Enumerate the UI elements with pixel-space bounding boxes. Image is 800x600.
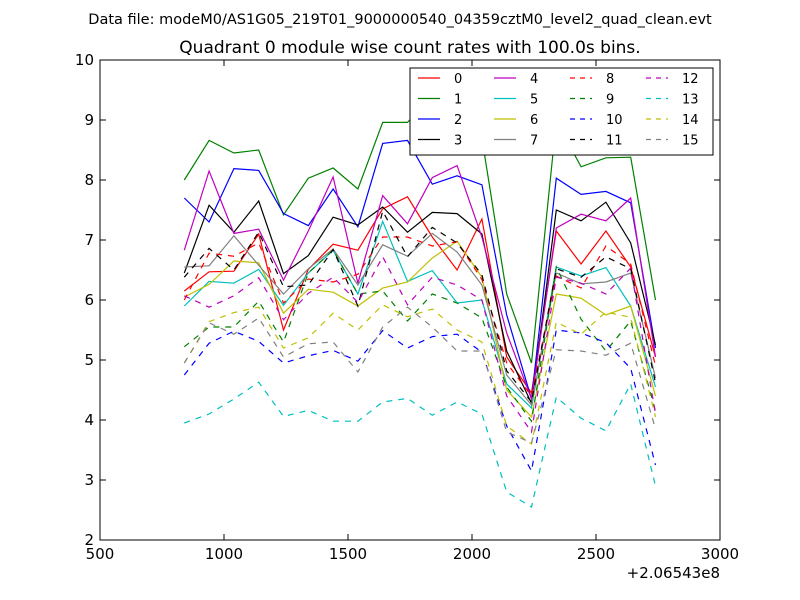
series-line-6 xyxy=(184,240,657,419)
x-tick-label: 1500 xyxy=(329,545,367,563)
series-line-2 xyxy=(183,139,657,400)
y-tick-label: 2 xyxy=(84,531,94,549)
series-line-0 xyxy=(183,196,657,395)
series-line-10 xyxy=(183,329,657,473)
legend-label-13: 13 xyxy=(682,93,699,108)
chart-title: Quadrant 0 module wise count rates with … xyxy=(179,38,640,58)
legend-label-4: 4 xyxy=(530,72,538,87)
x-tick-label: 2000 xyxy=(453,545,491,563)
y-tick-label: 4 xyxy=(84,411,94,429)
y-tick-label: 6 xyxy=(84,291,94,309)
series-line-14 xyxy=(183,304,657,446)
series-line-8 xyxy=(183,236,657,398)
series-line-4 xyxy=(183,164,657,400)
x-offset-label: +2.06543e8 xyxy=(627,564,720,582)
legend-label-15: 15 xyxy=(682,134,699,149)
legend-label-6: 6 xyxy=(530,113,538,128)
series-line-15 xyxy=(183,306,657,444)
legend-label-14: 14 xyxy=(682,113,699,128)
legend-label-11: 11 xyxy=(606,134,623,149)
series-layer xyxy=(183,95,657,508)
x-tick-label: 500 xyxy=(86,545,115,563)
legend-label-9: 9 xyxy=(606,93,614,108)
chart-suptitle: Data file: modeM0/AS1G05_219T01_90000005… xyxy=(88,12,712,28)
legend-label-3: 3 xyxy=(454,134,462,149)
x-tick-label: 1000 xyxy=(205,545,243,563)
x-tick-label: 3000 xyxy=(701,545,739,563)
y-tick-label: 10 xyxy=(75,51,94,69)
legend-label-2: 2 xyxy=(454,113,462,128)
legend-box xyxy=(409,67,714,156)
y-tick-label: 5 xyxy=(84,351,94,369)
legend-label-1: 1 xyxy=(454,93,462,108)
legend-label-10: 10 xyxy=(606,113,623,128)
y-tick-label: 8 xyxy=(84,171,94,189)
legend-label-0: 0 xyxy=(454,72,462,87)
x-tick-label: 2500 xyxy=(577,545,615,563)
series-line-13 xyxy=(184,381,657,508)
y-tick-label: 9 xyxy=(84,111,94,129)
legend-label-5: 5 xyxy=(530,93,538,108)
legend-label-12: 12 xyxy=(682,72,699,87)
legend-label-8: 8 xyxy=(606,72,614,87)
series-line-5 xyxy=(183,219,657,410)
series-line-7 xyxy=(184,232,657,407)
series-line-9 xyxy=(183,249,657,423)
y-tick-label: 3 xyxy=(84,471,94,489)
y-tick-label: 7 xyxy=(84,231,94,249)
series-line-3 xyxy=(183,199,657,406)
legend-label-7: 7 xyxy=(530,134,538,149)
